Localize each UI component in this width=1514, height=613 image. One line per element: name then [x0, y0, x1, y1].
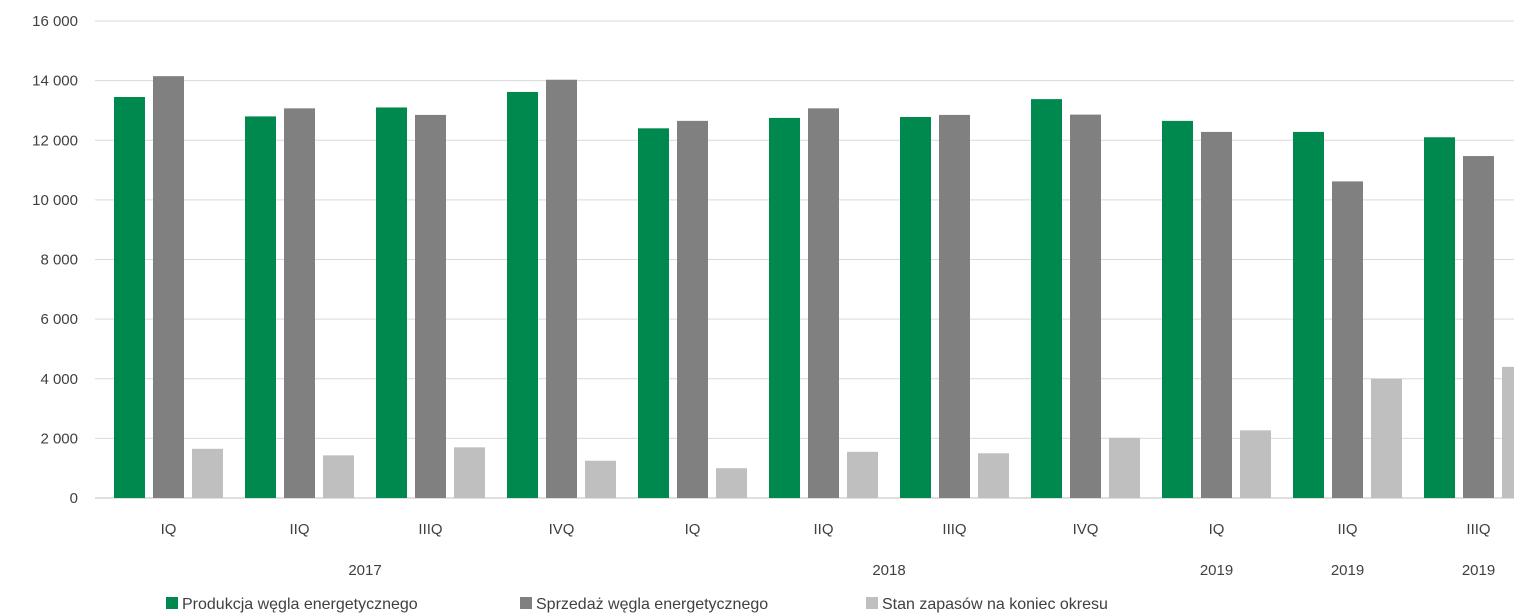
x-tick-label: IQ: [685, 521, 701, 538]
x-group-label: 2018: [872, 562, 905, 579]
bar-series-1: [900, 116, 931, 498]
bar-series-2: [1332, 181, 1363, 499]
bar-series-3: [192, 448, 223, 498]
bar-series-2: [939, 114, 970, 499]
legend-swatch: [166, 597, 178, 609]
y-tick-label: 2 000: [40, 430, 78, 447]
bar-series-2: [153, 76, 184, 498]
y-tick-label: 6 000: [40, 311, 78, 328]
bar-series-1: [638, 128, 669, 498]
bar-series-1: [1162, 120, 1193, 498]
x-tick-label: IIIQ: [418, 521, 442, 538]
bar-series-3: [1371, 378, 1402, 498]
x-group-label: 2019: [1331, 562, 1364, 579]
x-tick-label: IIQ: [289, 521, 309, 538]
legend-label: Sprzedaż węgla energetycznego: [536, 596, 768, 613]
x-group-label: 2017: [348, 562, 381, 579]
x-group-label: 2019: [1462, 562, 1495, 579]
bar-series-3: [847, 451, 878, 498]
bar-series-3: [1109, 437, 1140, 498]
bar-series-1: [114, 97, 145, 498]
x-tick-label: IIQ: [813, 521, 833, 538]
bar-series-2: [1201, 131, 1232, 498]
x-tick-label: IVQ: [549, 521, 575, 538]
bar-series-2: [284, 108, 315, 499]
bar-series-3: [716, 468, 747, 498]
bar-series-3: [1240, 430, 1271, 498]
bar-series-2: [677, 120, 708, 498]
bar-series-2: [546, 79, 577, 498]
x-tick-label: IIIQ: [942, 521, 966, 538]
bar-series-3: [1502, 366, 1514, 498]
y-tick-label: 8 000: [40, 252, 78, 269]
bar-series-2: [1463, 156, 1494, 498]
x-tick-label: IIQ: [1337, 521, 1357, 538]
y-axis-ticks: 0 2 000 4 000 6 000 8 000 10 000 12 000 14 000 1…: [32, 13, 78, 507]
gridlines: [95, 20, 1514, 499]
bar-series-1: [1293, 131, 1324, 498]
bar-series-1: [1031, 99, 1062, 498]
legend-swatch: [866, 597, 878, 609]
bar-series-2: [415, 114, 446, 499]
bar-series-2: [808, 108, 839, 499]
bar-series-1: [1424, 137, 1455, 499]
y-tick-label: 12 000: [32, 132, 78, 149]
bar-series-1: [245, 116, 276, 499]
bar-series-1: [769, 117, 800, 498]
y-tick-label: 10 000: [32, 192, 78, 209]
x-axis-ticks: IQ IIQ IIIQ IVQ IQ IIQ IIIQ IVQ IQ IIQ IIIQ: [161, 521, 1491, 538]
x-tick-label: IQ: [161, 521, 177, 538]
legend: Produkcja węgla energetycznego Sprzedaż w…: [166, 596, 1108, 613]
bar-series-1: [507, 91, 538, 499]
y-tick-label: 14 000: [32, 73, 78, 90]
x-tick-label: IVQ: [1073, 521, 1099, 538]
legend-swatch: [520, 597, 532, 609]
y-tick-label: 0: [70, 490, 78, 507]
bar-series-3: [585, 460, 616, 498]
y-tick-label: 16 000: [32, 13, 78, 30]
x-group-label: 2019: [1200, 562, 1233, 579]
y-tick-label: 4 000: [40, 371, 78, 388]
legend-label: Produkcja węgla energetycznego: [182, 596, 418, 613]
x-axis-groups: 2017 2018 2019 2019 2019: [348, 562, 1495, 579]
bar-series-3: [978, 453, 1009, 498]
bars: [114, 76, 1514, 499]
bar-series-3: [454, 447, 485, 498]
legend-label: Stan zapasów na koniec okresu: [882, 596, 1108, 613]
x-tick-label: IQ: [1209, 521, 1225, 538]
bar-series-1: [376, 107, 407, 499]
bar-series-2: [1070, 114, 1101, 498]
x-tick-label: IIIQ: [1466, 521, 1490, 538]
bar-series-3: [323, 455, 354, 498]
